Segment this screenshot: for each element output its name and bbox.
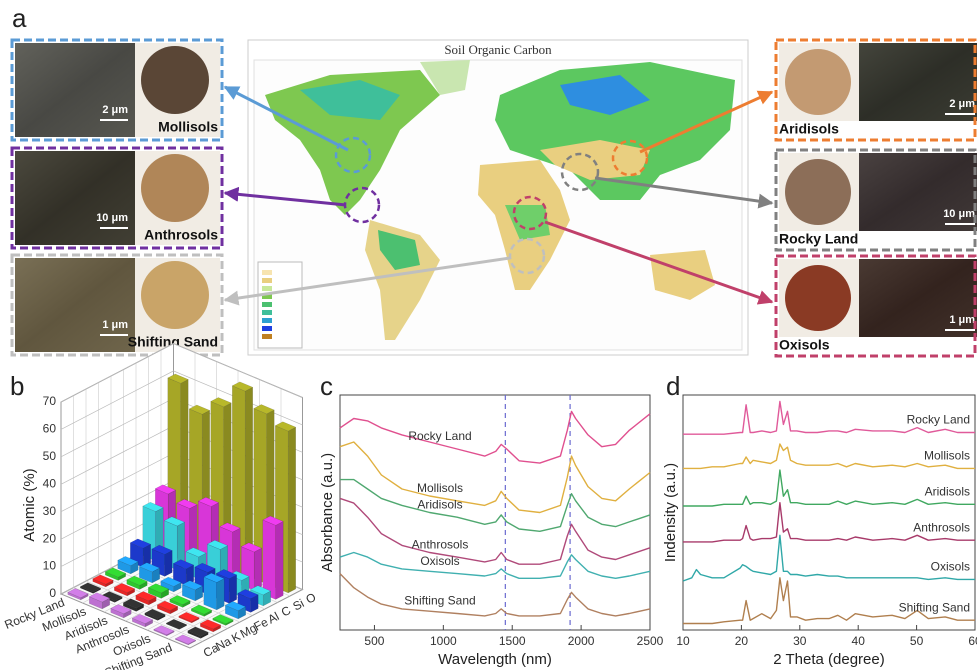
- z-axis-title: Atomic (%): [21, 468, 38, 541]
- x-tick-label: 40: [852, 634, 866, 648]
- z-tick-label: 10: [43, 559, 57, 573]
- sample-name: Anthrosols: [144, 227, 218, 243]
- scale-bar-label: 2 μm: [949, 98, 975, 110]
- bar-side: [276, 521, 284, 599]
- bar-side: [254, 548, 262, 590]
- powder: [785, 49, 851, 115]
- sample-card: 1 μm Oxisols: [776, 256, 977, 356]
- series-line: [683, 535, 975, 581]
- sample-card: 1 μmShifting Sand: [12, 255, 222, 355]
- panel-label: d: [666, 371, 680, 401]
- scale-bar-label: 10 μm: [943, 208, 975, 220]
- scale-bar-label: 1 μm: [949, 314, 975, 326]
- x-axis-title: Wavelength (nm): [438, 651, 552, 668]
- x-tick-label: 20: [735, 634, 749, 648]
- sample-card: 10 μm Rocky Land: [776, 150, 977, 250]
- bar-side: [229, 575, 237, 604]
- series-label: Mollisols: [417, 481, 463, 495]
- x-axis-title: 2 Theta (degree): [773, 651, 884, 668]
- series-label: Aridisols: [417, 497, 462, 511]
- series-line: [340, 553, 650, 579]
- x-tick-label: 60: [968, 634, 977, 648]
- element-label: O: [303, 590, 318, 607]
- sample-card: 2 μm Aridisols: [776, 40, 977, 140]
- series-label: Anthrosols: [913, 520, 970, 534]
- y-axis-title: Indensity (a.u.): [662, 463, 679, 562]
- sem-image: [15, 258, 135, 352]
- sample-name: Rocky Land: [779, 231, 858, 247]
- series-line: [340, 442, 650, 513]
- series-label: Aridisols: [925, 485, 970, 499]
- series-label: Rocky Land: [408, 429, 471, 443]
- series-label: Anthrosols: [412, 537, 469, 551]
- z-tick-label: 50: [43, 449, 57, 463]
- bar-side: [288, 427, 296, 593]
- bar-side: [165, 551, 173, 577]
- map-legend: [258, 262, 302, 348]
- panel-label: c: [320, 371, 333, 401]
- series-label: Mollisols: [924, 449, 970, 463]
- bar: [263, 516, 283, 599]
- x-tick-label: 30: [793, 634, 807, 648]
- z-tick-label: 60: [43, 422, 57, 436]
- world-map: Soil Organic Carbon: [248, 40, 748, 355]
- sample-name: Mollisols: [158, 119, 218, 135]
- x-tick-label: 2500: [637, 634, 664, 648]
- series-line: [340, 574, 650, 616]
- series-line: [340, 480, 650, 532]
- panel-label: b: [10, 371, 24, 401]
- x-tick-label: 2000: [568, 634, 595, 648]
- bar: [204, 573, 224, 610]
- scale-bar-label: 1 μm: [102, 319, 128, 331]
- powder: [785, 159, 851, 225]
- z-tick-label: 20: [43, 531, 57, 545]
- series-line: [340, 498, 650, 564]
- bar-front: [204, 577, 217, 610]
- sem-image: [15, 151, 135, 245]
- series-label: Oxisols: [931, 560, 970, 574]
- x-tick-label: 50: [910, 634, 924, 648]
- series-label: Oxisols: [420, 554, 459, 568]
- figure: Soil Organic Carbon a b c d 2 μm Mollisol…: [0, 0, 977, 670]
- powder: [141, 46, 209, 114]
- panel-label: a: [12, 3, 27, 33]
- sample-card: 2 μm Mollisols: [12, 40, 222, 140]
- powder: [141, 261, 209, 329]
- map-title: Soil Organic Carbon: [444, 42, 552, 57]
- x-tick-label: 1000: [430, 634, 457, 648]
- powder: [141, 154, 209, 222]
- x-tick-label: 10: [676, 634, 690, 648]
- powder: [785, 265, 851, 331]
- z-tick-label: 70: [43, 394, 57, 408]
- series-line: [340, 411, 650, 463]
- bar-front: [263, 520, 276, 599]
- element-label: C: [279, 603, 294, 620]
- sample-name: Oxisols: [779, 337, 830, 353]
- z-tick-label: 40: [43, 476, 57, 490]
- y-axis-title: Absorbance (a.u.): [319, 453, 336, 572]
- series-label: Shifting Sand: [899, 600, 970, 614]
- sem-image: [15, 43, 135, 137]
- series-label: Rocky Land: [907, 413, 970, 427]
- scale-bar-label: 2 μm: [102, 104, 128, 116]
- sample-card: 10 μm Anthrosols: [12, 148, 222, 248]
- x-tick-label: 1500: [499, 634, 526, 648]
- x-tick-label: 500: [364, 634, 384, 648]
- z-tick-label: 30: [43, 504, 57, 518]
- sample-name: Aridisols: [779, 121, 839, 137]
- scale-bar-label: 10 μm: [96, 212, 128, 224]
- series-label: Shifting Sand: [404, 594, 475, 608]
- bar-side: [217, 579, 225, 610]
- element-label: Si: [290, 596, 306, 613]
